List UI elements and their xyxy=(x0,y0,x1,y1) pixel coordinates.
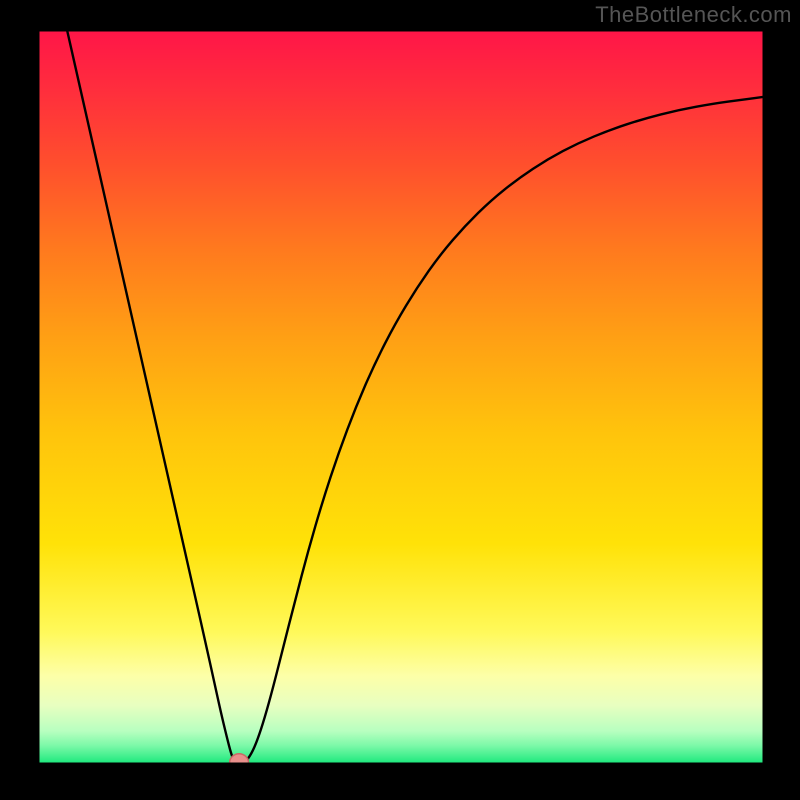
plot-area xyxy=(38,30,764,764)
watermark-text: TheBottleneck.com xyxy=(595,2,792,28)
minimum-marker xyxy=(230,754,249,764)
bottleneck-curve-chart xyxy=(38,30,764,764)
gradient-background xyxy=(38,30,764,764)
figure-frame: TheBottleneck.com xyxy=(0,0,800,800)
